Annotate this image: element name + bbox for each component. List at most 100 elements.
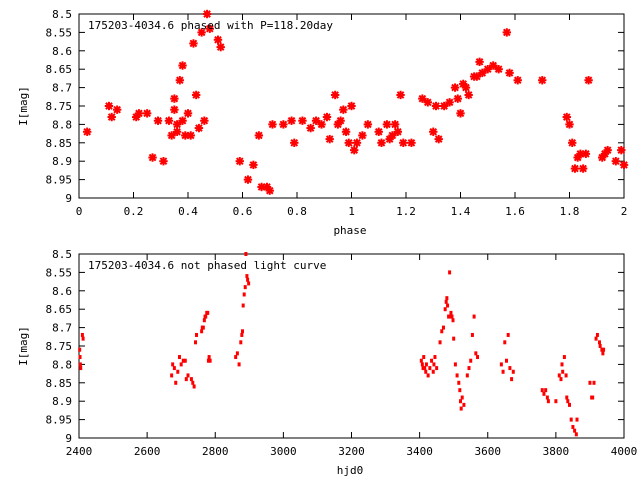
phased-data-point [483,65,492,74]
unphased-data-point [448,314,452,319]
unphased-y-tick-label: 8.95 [46,414,73,427]
unphased-data-point [542,391,546,396]
phased-data-point [164,116,174,125]
phased-data-point [617,145,626,155]
unphased-data-point [446,303,450,308]
phased-data-point [311,116,321,125]
phased-data-point [202,9,212,19]
phased-data-point [170,105,179,114]
unphased-data-point [574,432,578,437]
phased-data-point [434,134,443,144]
phased-data-point [423,98,432,107]
unphased-data-point [452,336,456,341]
phased-data-point [306,123,315,133]
phased-data-point [619,160,629,170]
unphased-y-tick-label: 8.65 [46,303,73,316]
unphased-data-point [467,366,471,371]
unphased-data-point [568,402,571,407]
phased-y-tick-label: 8.7 [52,82,72,95]
phased-y-tick-label: 8.9 [52,155,72,168]
unphased-data-point [237,362,241,367]
unphased-y-tick-label: 8.5 [52,248,72,261]
unphased-data-point [453,362,457,367]
unphased-x-tick-label: 2600 [134,445,161,458]
unphased-data-point [591,395,595,400]
unphased-data-point [506,332,510,337]
unphased-data-point [545,395,549,400]
phased-data-point [377,138,386,147]
unphased-data-point [557,373,561,378]
unphased-data-point [573,428,577,433]
phased-data-point [181,131,190,140]
phased-data-point [82,127,92,136]
unphased-data-point [565,395,569,400]
unphased-data-point [470,332,474,337]
unphased-x-tick-label: 3000 [270,445,297,458]
phased-data-points [82,9,629,195]
unphased-data-point [78,362,82,367]
unphased-data-point [170,373,174,378]
unphased-data-point [241,303,245,308]
phased-data-point [407,138,416,147]
phased-data-point [418,94,427,103]
unphased-data-point [561,369,565,374]
phased-x-axis-label: phase [333,224,366,237]
phased-data-point [390,120,400,129]
unphased-x-axis-ticks: 2400 2600 2800 3000 3200 3400 3600 3800 4000 [66,254,637,458]
unphased-data-point [239,340,243,345]
unphased-x-tick-label: 3400 [406,445,433,458]
phased-data-point [374,127,383,136]
phased-data-point [611,157,621,166]
unphased-data-point [241,329,244,334]
phased-data-point [562,112,571,122]
phased-data-point [439,101,449,111]
unphased-data-point [423,366,427,371]
phased-data-point [268,120,277,129]
phased-data-point [565,120,574,129]
unphased-data-point [501,369,505,374]
phased-x-tick-label: 0.8 [287,205,307,218]
phased-data-point [148,153,157,162]
unphased-data-point [204,314,208,319]
unphased-data-point [195,332,199,337]
unphased-data-point [247,281,251,286]
unphased-light-curve-panel: 8.5 8.55 8.6 8.65 8.7 8.75 8.8 8.85 8.9 8.95 9 240… [17,248,637,477]
unphased-data-point [504,358,508,363]
unphased-data-point [179,362,183,367]
unphased-y-tick-label: 9 [65,432,72,445]
unphased-x-axis-label: hjd0 [337,464,364,477]
phased-data-point [396,90,405,100]
unphased-x-tick-label: 3600 [475,445,502,458]
phased-data-point [341,127,351,136]
phased-data-point [287,116,296,125]
unphased-data-point [462,402,466,407]
unphased-x-tick-label: 3800 [543,445,570,458]
phased-data-point [568,138,577,147]
phased-data-point [478,68,487,78]
unphased-data-point [424,362,428,367]
unphased-data-point [460,395,464,400]
phased-y-tick-label: 8.6 [52,45,72,58]
phased-data-point [243,175,253,184]
unphased-data-point [474,351,478,356]
unphased-data-point [202,318,206,323]
phased-y-axis-ticks: 8.5 8.55 8.6 8.65 8.7 8.75 8.8 8.85 8.9 8.95 9 [46,8,624,205]
unphased-data-point [588,380,592,385]
phased-data-point [450,83,460,92]
phased-data-point [570,164,580,173]
unphased-data-point [594,336,598,341]
unphased-data-point [243,285,247,290]
phased-data-point [205,24,214,33]
phased-data-point [584,76,593,85]
phased-data-point [344,138,353,147]
phased-data-point [216,42,225,52]
unphased-plot-frame [78,253,625,439]
unphased-x-tick-label: 3200 [338,445,365,458]
unphased-data-point [435,366,439,371]
phased-x-tick-label: 1.8 [560,205,580,218]
phased-data-point [178,116,187,125]
unphased-data-point [242,292,246,297]
phased-x-tick-label: 2 [621,205,628,218]
unphased-data-point [503,340,507,345]
phased-data-point [189,39,198,48]
